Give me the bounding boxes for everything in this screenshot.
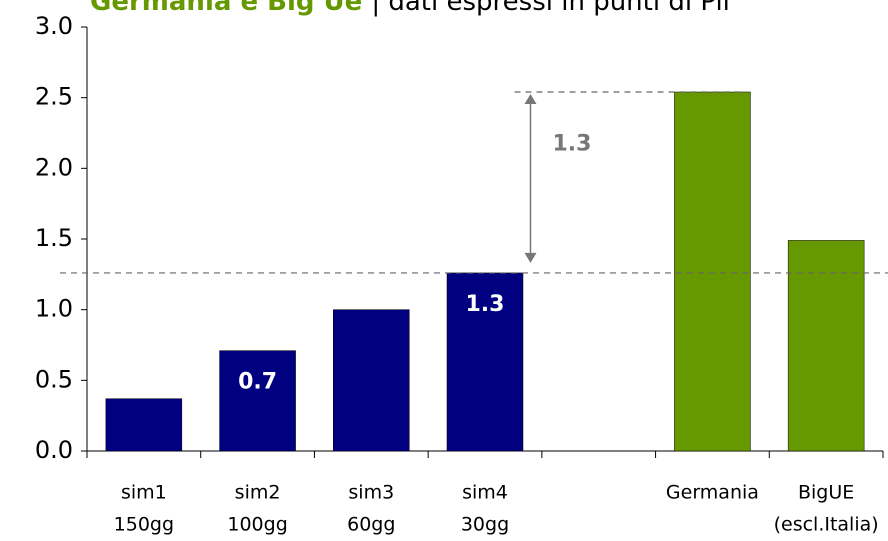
arrow-head	[524, 252, 537, 263]
bar	[674, 91, 751, 452]
subtitle: | dati espressi in punti di Pil	[371, 0, 730, 17]
x-tick-label: (escl.Italia)	[774, 514, 879, 536]
x-tick-label: sim4	[462, 482, 508, 504]
x-tick-label: 60gg	[347, 514, 395, 536]
arrow-head	[524, 94, 537, 105]
x-tick-label: 30gg	[461, 514, 509, 536]
value-label: 0.7	[238, 370, 277, 395]
x-tick-label: 100gg	[227, 514, 287, 536]
y-tick-label: 0.0	[35, 436, 73, 464]
title-main: Germania e Big Ue	[90, 0, 362, 17]
x-tick-label: sim2	[235, 482, 281, 504]
chart-title: Germania e Big Ue | dati espressi in pun…	[90, 0, 730, 17]
value-label: 1.3	[466, 292, 505, 317]
x-tick-label: sim3	[348, 482, 394, 504]
x-tick-label: sim1	[121, 482, 167, 504]
y-tick-label: 2.0	[35, 153, 73, 181]
x-tick-label: 150gg	[114, 514, 174, 536]
x-tick-label: BigUE	[798, 482, 854, 504]
y-tick-label: 2.5	[35, 83, 73, 111]
bar	[333, 309, 410, 452]
bar	[219, 350, 296, 452]
y-tick-label: 1.0	[35, 295, 73, 323]
bar	[446, 272, 524, 452]
annotation-label: 1.3	[552, 131, 591, 156]
bar	[787, 240, 865, 452]
y-tick-label: 1.5	[35, 224, 73, 252]
y-tick-label: 3.0	[35, 12, 73, 40]
x-tick-label: Germania	[666, 482, 759, 504]
bar	[105, 398, 183, 452]
y-tick-label: 0.5	[35, 365, 73, 393]
